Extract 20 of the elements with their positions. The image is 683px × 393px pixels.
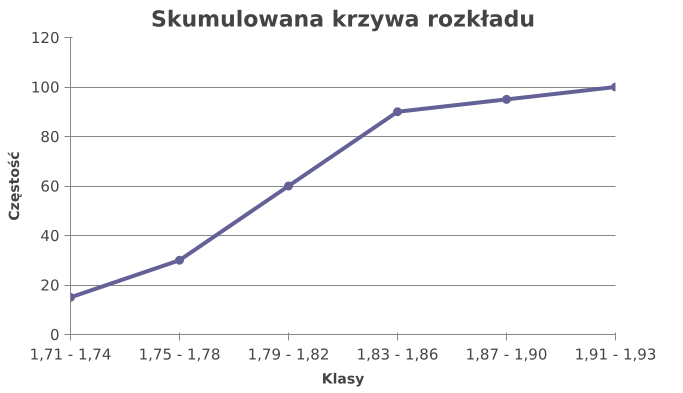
- y-tick-label: 0: [50, 326, 60, 344]
- x-tick-label: 1,83 - 1,86: [356, 346, 438, 364]
- point: [175, 256, 184, 265]
- point: [502, 94, 511, 104]
- x-tick-label: 1,71 - 1,74: [30, 346, 112, 364]
- chart-title: Skumulowana krzywa rozkładu: [151, 8, 536, 32]
- y-tick-label: 40: [40, 227, 60, 245]
- y-axis-title: Częstość: [6, 151, 23, 221]
- x-tick-label: 1,75 - 1,78: [138, 346, 220, 364]
- y-tick-label: 120: [30, 29, 60, 47]
- y-tick-label: 100: [30, 78, 60, 96]
- x-tick-label: 1,91 - 1,93: [574, 346, 656, 364]
- x-axis-title: Klasy: [322, 372, 364, 388]
- x-tick-label: 1,79 - 1,82: [248, 346, 330, 364]
- y-tick-label: 80: [40, 128, 60, 146]
- point: [393, 107, 402, 116]
- point: [284, 182, 293, 190]
- y-tick-label: 20: [40, 276, 60, 294]
- y-tick-label: 60: [40, 178, 60, 196]
- x-tick-label: 1,87 - 1,90: [466, 346, 548, 364]
